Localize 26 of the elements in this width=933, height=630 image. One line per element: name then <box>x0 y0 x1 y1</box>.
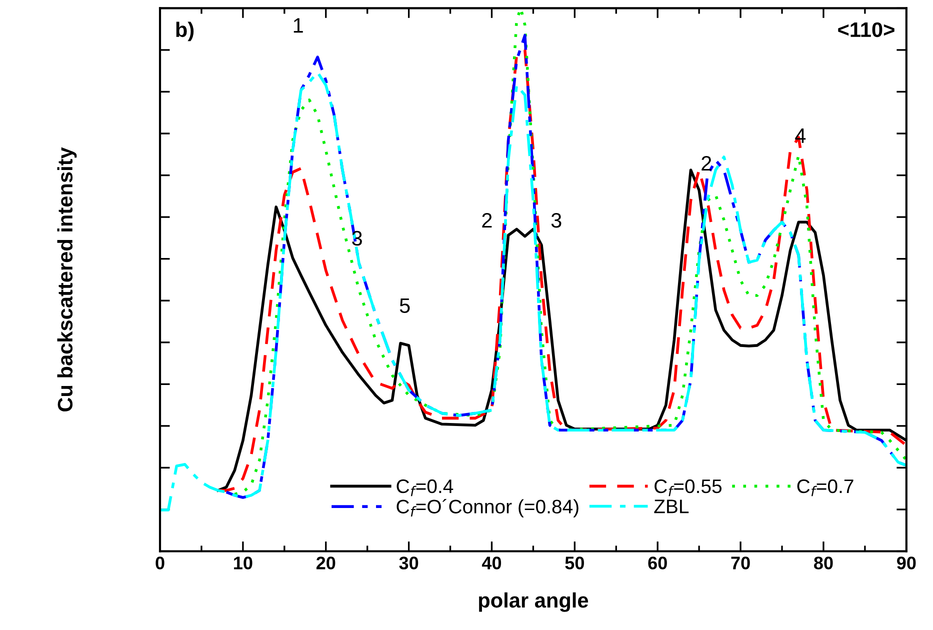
annotation: 1 <box>294 18 303 33</box>
x-tick-label: 10 <box>234 556 252 570</box>
x-tick-label: 0 <box>156 556 164 570</box>
legend-label: ZBL <box>654 500 689 514</box>
annotation: 4 <box>795 128 806 143</box>
annotation: <110> <box>838 22 894 38</box>
annotation: 2 <box>702 156 712 171</box>
legend-label: C$_{f}$=0.7 <box>797 479 854 496</box>
annotation: 3 <box>352 230 362 246</box>
x-tick-label: 70 <box>731 556 750 570</box>
annotation: 5 <box>400 298 410 314</box>
annotation: 3 <box>551 212 562 228</box>
annotation: b) <box>176 22 194 42</box>
x-tick-label: 60 <box>648 556 667 570</box>
x-tick-label: 90 <box>896 556 916 570</box>
x-tick-label: 50 <box>565 556 584 570</box>
x-tick-label: 80 <box>814 556 833 570</box>
annotation: 2 <box>482 212 492 228</box>
x-tick-label: 40 <box>482 556 502 570</box>
x-tick-label: 20 <box>316 556 336 570</box>
legend-label: C$_{f}$=O´Connor (=0.84) <box>396 498 578 518</box>
x-axis-title: polar angle <box>479 592 588 612</box>
x-tick-label: 30 <box>399 556 418 570</box>
y-axis-title: Cu backscattered intensity <box>57 147 77 412</box>
legend-label: C$_{f}$=0.4 <box>396 479 454 496</box>
legend-label: C$_{f}$=0.55 <box>654 479 722 496</box>
